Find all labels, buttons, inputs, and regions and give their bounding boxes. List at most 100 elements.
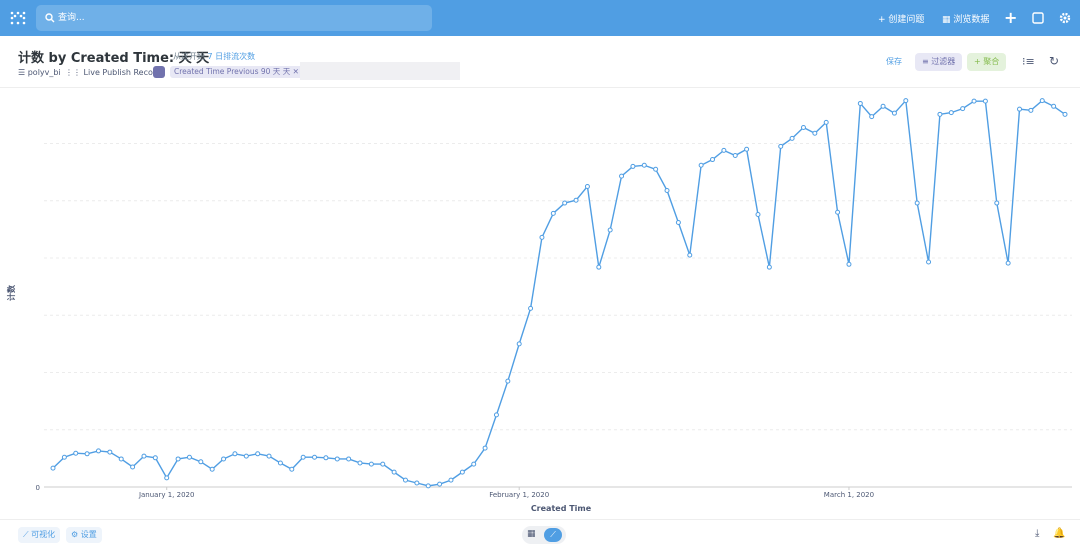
data-point	[1051, 103, 1057, 109]
data-point	[982, 98, 988, 104]
divider	[0, 87, 1080, 88]
data-point	[130, 464, 136, 470]
data-point	[95, 448, 101, 454]
settings-label: 设置	[80, 530, 97, 539]
data-point	[721, 147, 727, 153]
data-point	[437, 481, 443, 487]
data-point	[243, 453, 249, 459]
data-point	[448, 477, 454, 483]
table-name: Live Publish Record	[83, 68, 162, 77]
data-point	[50, 465, 56, 471]
data-point	[312, 454, 318, 460]
data-point	[141, 453, 147, 459]
data-point	[664, 187, 670, 193]
visualization-label: 可视化	[31, 530, 56, 539]
view-toggle[interactable]: ▦ ⟋	[522, 526, 566, 544]
data-point	[607, 227, 613, 233]
data-point	[562, 200, 568, 206]
data-point	[869, 114, 875, 120]
search-box[interactable]: 查询...	[36, 5, 432, 31]
data-point	[630, 163, 636, 169]
filter-button[interactable]: ≡ 过滤器	[915, 53, 963, 71]
data-point	[914, 200, 920, 206]
data-point	[675, 220, 681, 226]
data-point	[323, 455, 329, 461]
data-point	[1062, 111, 1068, 117]
x-tick-label: January 1, 2020	[138, 491, 194, 499]
filter-pill[interactable]: Created Time Previous 90 天 天 ✕	[170, 66, 303, 78]
filter-label: Created Time Previous 90 天 天	[174, 67, 291, 76]
summarize-button[interactable]: + 聚合	[967, 53, 1007, 71]
data-point	[710, 157, 716, 163]
data-point	[971, 98, 977, 104]
table-view-icon[interactable]: ▦	[527, 529, 536, 539]
data-point	[903, 98, 909, 104]
data-point	[175, 456, 181, 462]
footer: ⟋ 可视化 ⚙ 设置 ▦ ⟋ ⤓ 🔔	[0, 519, 1080, 550]
data-point	[482, 445, 488, 451]
database-name: polyv_bi	[27, 68, 61, 77]
data-point	[232, 451, 238, 457]
data-point	[73, 450, 79, 456]
data-point	[550, 210, 556, 216]
download-icon[interactable]: ⤓	[1035, 528, 1040, 539]
subtitle-link[interactable]: 7 日排流次数	[207, 52, 256, 61]
data-point	[221, 456, 227, 462]
new-question[interactable]: + 创建问题	[878, 15, 925, 25]
alert-icon[interactable]: 🔔	[1053, 528, 1066, 539]
data-point	[164, 475, 170, 481]
data-point	[800, 124, 806, 130]
data-point	[368, 461, 374, 467]
data-point	[277, 460, 283, 466]
activity-icon[interactable]	[1032, 12, 1044, 24]
settings-icon[interactable]	[1059, 12, 1071, 24]
data-point	[687, 252, 693, 258]
x-tick-label: February 1, 2020	[489, 491, 549, 499]
search-icon	[45, 13, 55, 23]
data-point	[596, 264, 602, 270]
data-point	[209, 466, 215, 472]
data-point	[573, 197, 579, 203]
data-point	[960, 106, 966, 112]
data-point	[61, 454, 67, 460]
table-crumb[interactable]: ⋮⋮ Live Publish Record	[65, 68, 162, 77]
data-point	[186, 454, 192, 460]
data-point	[380, 461, 386, 467]
subtitle: 从这开始 7 日排流次数	[173, 51, 255, 62]
browse-data[interactable]: ▦ 浏览数据	[942, 15, 990, 25]
data-point	[698, 162, 704, 168]
data-point	[516, 341, 522, 347]
data-point	[744, 146, 750, 152]
data-point	[346, 456, 352, 462]
data-point	[414, 480, 420, 486]
filter-icon	[153, 66, 165, 78]
data-point	[891, 110, 897, 116]
add-icon[interactable]: +	[1004, 8, 1018, 27]
subtitle-text: 从这开始	[173, 52, 205, 61]
data-point	[505, 378, 511, 384]
data-point	[653, 166, 659, 172]
visualization-button[interactable]: ⟋ 可视化	[18, 527, 61, 543]
data-point	[118, 456, 124, 462]
chart-view-icon[interactable]: ⟋	[544, 528, 562, 542]
data-point	[471, 461, 477, 467]
refresh-icon[interactable]: ↻	[1049, 54, 1060, 68]
data-point	[528, 305, 534, 311]
database-crumb[interactable]: ☰ polyv_bi	[18, 68, 61, 77]
series-line	[52, 98, 1066, 487]
data-point	[198, 459, 204, 465]
data-point	[732, 153, 738, 159]
data-point	[266, 453, 272, 459]
data-point	[391, 469, 397, 475]
save-button[interactable]: 保存	[886, 57, 902, 66]
data-point	[835, 209, 841, 215]
data-point	[789, 135, 795, 141]
data-point	[880, 103, 886, 109]
columns-icon[interactable]: ⁝≡	[1022, 55, 1035, 68]
data-point	[1028, 107, 1034, 113]
data-point	[994, 200, 1000, 206]
settings-button[interactable]: ⚙ 设置	[66, 527, 102, 543]
chart: Created Time 计数 0 January 1, 2020 February…	[6, 98, 1072, 513]
y-axis-label: 计数	[6, 284, 16, 301]
